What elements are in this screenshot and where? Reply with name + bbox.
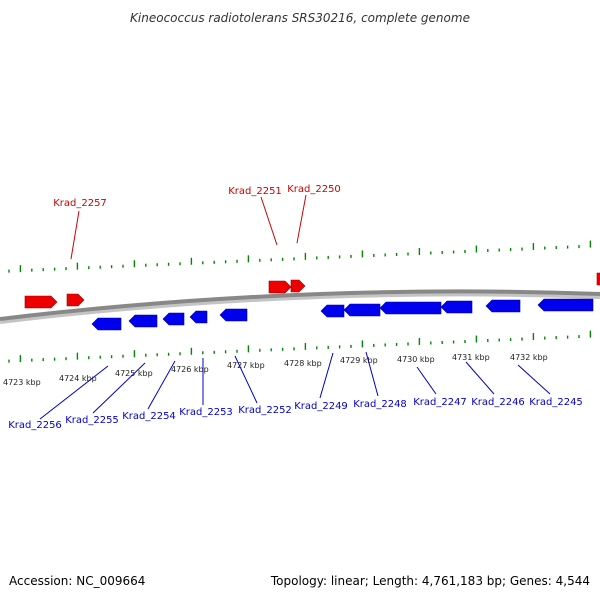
gene-label[interactable]: Krad_2252 <box>238 405 292 416</box>
gene-leader-line <box>517 364 551 395</box>
gene-label[interactable]: Krad_2251 <box>228 186 282 197</box>
forward-genes <box>24 272 600 309</box>
gene-label[interactable]: Krad_2253 <box>179 407 233 418</box>
gene-label[interactable]: Krad_2246 <box>471 397 525 408</box>
forward-gene-arrow[interactable] <box>290 279 306 293</box>
gene-label[interactable]: Krad_2255 <box>65 415 119 426</box>
gene-label[interactable]: Krad_2256 <box>8 420 62 431</box>
gene-leader-line <box>296 194 307 244</box>
reverse-gene-arrow[interactable] <box>343 303 381 317</box>
reverse-gene-arrow[interactable] <box>440 300 473 314</box>
gene-leader-line <box>234 355 258 404</box>
kbp-scale-label: 4729 kbp <box>340 356 378 365</box>
genome-stats-text: Topology: linear; Length: 4,761,183 bp; … <box>270 574 590 588</box>
gene-leader-line <box>147 360 176 410</box>
gene-leader-line <box>92 362 146 414</box>
kbp-scale-label: 4724 kbp <box>59 374 97 383</box>
forward-gene-arrow[interactable] <box>24 295 58 309</box>
kbp-scale-label: 4732 kbp <box>510 353 548 362</box>
forward-gene-arrow[interactable] <box>268 280 292 294</box>
gene-leader-line <box>260 196 278 246</box>
reverse-gene-arrow[interactable] <box>91 317 122 331</box>
gene-label[interactable]: Krad_2248 <box>353 399 407 410</box>
forward-gene-arrow[interactable] <box>596 272 600 286</box>
gene-leader-line <box>416 366 437 395</box>
gene-leader-line <box>319 352 334 399</box>
reverse-gene-arrow[interactable] <box>320 304 345 318</box>
lower-scale-ticks <box>8 330 592 363</box>
reverse-gene-arrow[interactable] <box>162 312 185 326</box>
gene-leader-line <box>365 351 379 397</box>
reverse-gene-arrow[interactable] <box>537 298 594 312</box>
reverse-gene-arrow[interactable] <box>128 314 158 328</box>
reverse-gene-arrow[interactable] <box>485 299 521 313</box>
kbp-scale-label: 4731 kbp <box>452 353 490 362</box>
reverse-gene-arrow[interactable] <box>219 308 248 322</box>
gene-label[interactable]: Krad_2247 <box>413 397 467 408</box>
reverse-gene-arrow[interactable] <box>189 310 208 324</box>
kbp-scale-label: 4723 kbp <box>3 378 41 387</box>
gene-label[interactable]: Krad_2254 <box>122 411 176 422</box>
gene-label[interactable]: Krad_2250 <box>287 184 341 195</box>
kbp-scale-label: 4730 kbp <box>397 355 435 364</box>
gene-leader-line <box>70 210 80 260</box>
gene-label[interactable]: Krad_2249 <box>294 401 348 412</box>
gene-leader-line <box>465 361 495 395</box>
reverse-genes <box>91 298 594 331</box>
genome-title: Kineococcus radiotolerans SRS30216, comp… <box>130 11 470 25</box>
gene-label[interactable]: Krad_2245 <box>529 397 583 408</box>
gene-label[interactable]: Krad_2257 <box>53 198 107 209</box>
kbp-scale-label: 4728 kbp <box>284 359 322 368</box>
gene-leader-line <box>39 365 109 420</box>
reverse-gene-arrow[interactable] <box>379 301 442 315</box>
kbp-scale-label: 4727 kbp <box>227 361 265 370</box>
forward-gene-arrow[interactable] <box>66 293 85 307</box>
genome-backbone-shadow <box>0 290 600 324</box>
accession-text: Accession: NC_009664 <box>9 574 146 588</box>
upper-scale-ticks <box>8 240 592 273</box>
kbp-scale-label: 4726 kbp <box>171 365 209 374</box>
genome-backbone <box>0 289 600 321</box>
